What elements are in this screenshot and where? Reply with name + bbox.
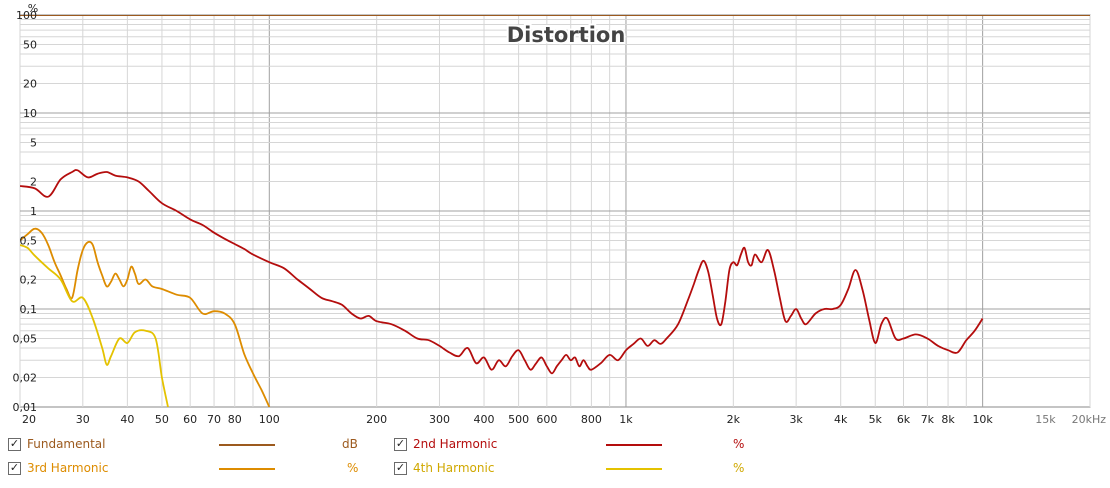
x-tick-label: 20 xyxy=(22,413,36,426)
legend-swatch xyxy=(219,444,275,446)
legend-item-2nd-harmonic[interactable]: ✓ 2nd Harmonic % xyxy=(394,434,764,454)
legend-swatch xyxy=(606,444,662,446)
y-tick-label: 2 xyxy=(30,175,37,188)
grid-lines xyxy=(19,15,1091,407)
y-tick-label: 10 xyxy=(23,107,37,120)
checkbox-fundamental[interactable]: ✓ xyxy=(8,437,21,451)
x-tick-label: 5k xyxy=(869,413,883,426)
y-tick-label: 100 xyxy=(16,9,37,22)
y-tick-label: 0,01 xyxy=(13,401,38,414)
legend-label: Fundamental xyxy=(27,437,106,451)
y-tick-label: 20 xyxy=(23,77,37,90)
legend-swatch xyxy=(606,468,662,470)
x-tick-label: 100 xyxy=(259,413,280,426)
y-tick-labels: 100 50 20 10 5 2 1 0,5 0,2 0,1 0,05 0,02 0,01 xyxy=(13,9,38,414)
x-tick-label: 300 xyxy=(429,413,450,426)
x-tick-label: 60 xyxy=(183,413,197,426)
legend-item-fundamental[interactable]: ✓ Fundamental dB xyxy=(8,434,378,454)
legend-unit: % xyxy=(733,461,745,475)
x-tick-label: 30 xyxy=(76,413,90,426)
legend-unit: dB xyxy=(342,437,358,451)
y-tick-label: 0,05 xyxy=(13,333,38,346)
x-tick-label: 80 xyxy=(228,413,242,426)
legend-unit: % xyxy=(347,461,359,475)
y-tick-label: 5 xyxy=(30,137,37,150)
x-tick-label: 1k xyxy=(619,413,633,426)
legend-unit: % xyxy=(733,437,745,451)
x-tick-label: 15k xyxy=(1035,413,1056,426)
y-tick-label: 1 xyxy=(30,205,37,218)
y-tick-label: 0,1 xyxy=(20,303,38,316)
x-tick-label: 400 xyxy=(474,413,495,426)
x-tick-label: 70 xyxy=(207,413,221,426)
x-tick-label: 600 xyxy=(536,413,557,426)
y-tick-label: 50 xyxy=(23,39,37,52)
x-tick-label: 6k xyxy=(897,413,911,426)
legend-item-3rd-harmonic[interactable]: ✓ 3rd Harmonic % xyxy=(8,458,378,478)
x-tick-label: 8k xyxy=(941,413,955,426)
y-tick-label: 0,2 xyxy=(20,273,38,286)
legend-item-4th-harmonic[interactable]: ✓ 4th Harmonic % xyxy=(394,458,764,478)
legend-label: 4th Harmonic xyxy=(413,461,495,475)
y-tick-label: 0,5 xyxy=(20,235,38,248)
chart-title: Distortion xyxy=(507,23,626,47)
legend-swatch xyxy=(219,468,275,470)
x-tick-labels: 20 30 40 50 60 70 80 100 200 300 400 500 600 800 1k 2k 3… xyxy=(22,413,1106,426)
third-harmonic-line xyxy=(20,227,271,407)
x-tick-label: 800 xyxy=(581,413,602,426)
y-axis-unit-label: % xyxy=(28,2,38,15)
legend-label: 3rd Harmonic xyxy=(27,461,109,475)
checkbox-2nd-harmonic[interactable]: ✓ xyxy=(394,437,407,451)
x-tick-label: 7k xyxy=(921,413,935,426)
x-tick-label: 50 xyxy=(155,413,169,426)
legend: ✓ Fundamental dB ✓ 2nd Harmonic % ✓ 3rd … xyxy=(0,430,1110,488)
x-tick-label: 500 xyxy=(508,413,529,426)
checkbox-3rd-harmonic[interactable]: ✓ xyxy=(8,461,21,475)
x-tick-label: 10k xyxy=(972,413,993,426)
second-harmonic-line xyxy=(20,169,984,375)
y-tick-label: 0,02 xyxy=(13,371,38,384)
x-tick-label: 4k xyxy=(834,413,848,426)
legend-label: 2nd Harmonic xyxy=(413,437,498,451)
x-tick-label: 40 xyxy=(120,413,134,426)
distortion-chart: Distortion % 100 50 20 10 5 2 1 0,5 0,2 0,1 0,05 0,… xyxy=(13,2,1107,426)
x-tick-label: 2k xyxy=(727,413,741,426)
checkbox-4th-harmonic[interactable]: ✓ xyxy=(394,461,407,475)
x-tick-label: 20kHz xyxy=(1072,413,1107,426)
x-tick-label: 3k xyxy=(789,413,803,426)
series-layer xyxy=(20,15,1090,407)
fourth-harmonic-line xyxy=(20,244,169,407)
x-tick-label: 200 xyxy=(366,413,387,426)
